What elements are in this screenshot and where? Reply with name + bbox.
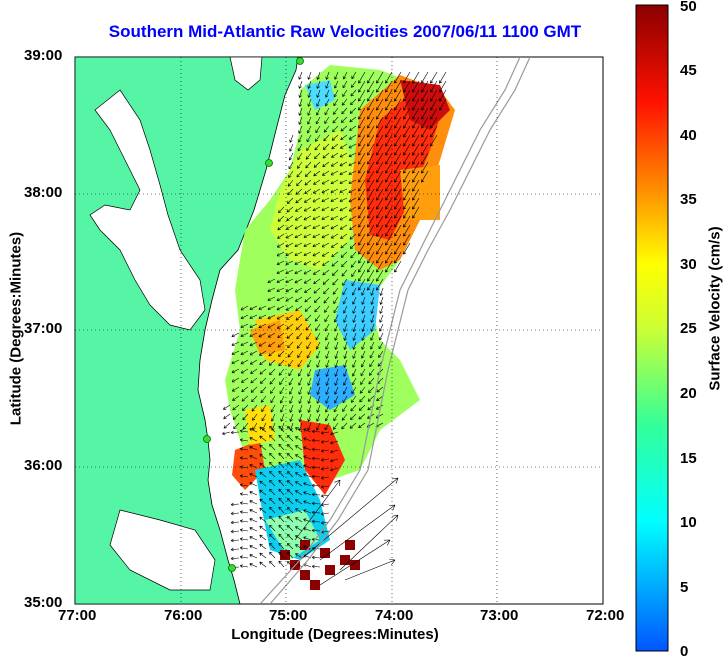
y-tick-label: 38:00 (24, 184, 63, 201)
bay-water (89, 89, 206, 331)
colorbar-tick: 0 (680, 643, 689, 660)
x-tick-label: 73:00 (480, 607, 519, 624)
y-tick-label: 37:00 (24, 320, 63, 337)
map-title: Southern Mid-Atlantic Raw Velocities 200… (108, 22, 582, 41)
arrow-paths (222, 71, 447, 586)
colorbar-tick: 5 (680, 579, 689, 596)
colorbar-tick: 45 (680, 62, 697, 79)
colorbar-tick: 10 (680, 514, 697, 531)
colorbar-tick: 25 (680, 320, 697, 337)
x-tick-label: 76:00 (164, 607, 203, 624)
y-axis-label: Latitude (Degrees:Minutes) (7, 231, 25, 426)
x-tick-label: 77:00 (58, 607, 97, 624)
y-tick-label: 36:00 (24, 457, 63, 474)
x-tick-label: 72:00 (586, 607, 625, 624)
colorbar-tick: 20 (680, 385, 697, 402)
x-axis-label: Longitude (Degrees:Minutes) (231, 626, 439, 643)
x-tick-label: 74:00 (375, 607, 414, 624)
colorbar-tick: 40 (680, 127, 697, 144)
land-mass (75, 57, 299, 604)
colorbar-tick: 50 (680, 0, 697, 15)
colorbar-tick: 35 (680, 191, 697, 208)
delaware-water (229, 57, 263, 91)
isobath-lines (259, 57, 531, 604)
x-tick-label: 75:00 (269, 607, 308, 624)
colorbar-tick: 30 (680, 256, 697, 273)
y-tick-label: 39:00 (24, 47, 63, 64)
radar-stations (203, 57, 304, 572)
colorbar-label: Surface Velocity (cm/s) (706, 226, 724, 391)
y-tick-label: 35:00 (24, 594, 63, 611)
colorbar (635, 4, 669, 652)
grid-lines (75, 57, 603, 604)
velocity-arrows (222, 71, 447, 586)
colorbar-tick: 15 (680, 450, 697, 467)
sound-water (109, 509, 216, 591)
